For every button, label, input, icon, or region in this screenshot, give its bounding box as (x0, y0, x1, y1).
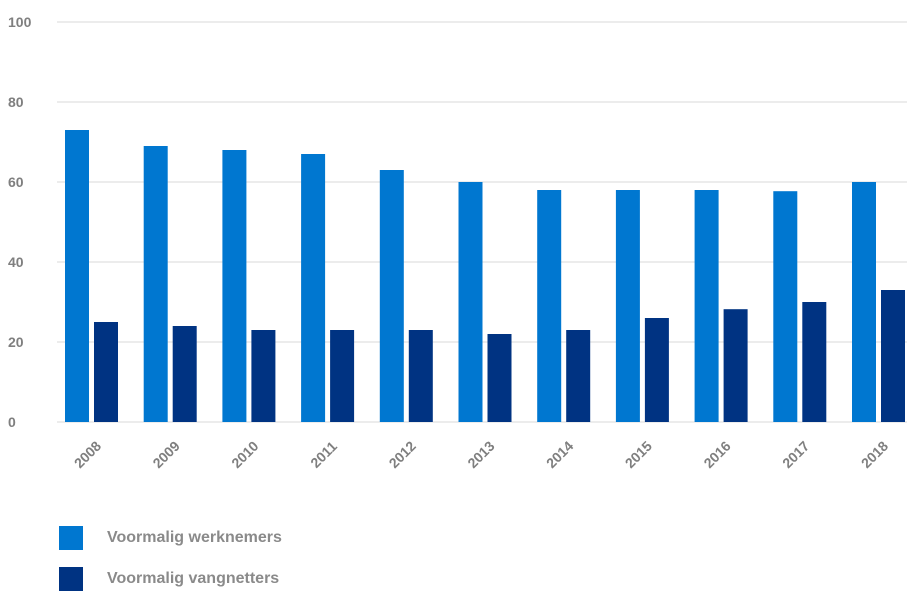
bar-series-0-2015 (615, 190, 640, 422)
bar-series-1-2008 (94, 322, 118, 422)
x-tick-label-2012: 2012 (386, 438, 419, 471)
y-tick-label: 80 (8, 94, 24, 110)
bars (65, 130, 905, 422)
bar-series-1-2014 (566, 330, 591, 422)
y-tick-label: 60 (8, 174, 24, 190)
bar-series-0-2012 (379, 170, 404, 422)
bar-series-0-2011 (301, 154, 326, 422)
bar-series-1-2018 (881, 290, 905, 422)
bar-chart: 0 20 40 60 80 100 2008 2009 2010 2011 2012 2013 201… (8, 14, 907, 471)
bar-series-1-2011 (330, 330, 355, 422)
bar-series-0-2016 (694, 190, 719, 422)
bar-series-1-2010 (251, 330, 276, 422)
bar-series-1-2017 (802, 302, 827, 422)
bar-series-1-2009 (172, 326, 197, 422)
bar-series-0-2013 (458, 182, 483, 422)
bar-series-1-2015 (644, 318, 669, 422)
legend-swatch-series-1 (59, 567, 83, 591)
y-tick-label: 20 (8, 334, 24, 350)
legend: Voormalig werknemers Voormalig vangnette… (59, 524, 282, 606)
x-tick-label-2013: 2013 (464, 438, 497, 471)
x-tick-label-2010: 2010 (228, 438, 261, 471)
legend-label-series-0: Voormalig werknemers (107, 529, 282, 546)
bar-series-0-2018 (852, 182, 876, 422)
bar-series-0-2017 (773, 191, 798, 422)
x-tick-label-2016: 2016 (700, 438, 733, 471)
bar-series-1-2016 (723, 309, 748, 422)
x-tick-label-2014: 2014 (543, 438, 576, 471)
y-tick-label: 100 (8, 14, 32, 30)
bar-series-0-2008 (65, 130, 89, 422)
x-tick-label-2015: 2015 (622, 438, 655, 471)
x-tick-label-2009: 2009 (149, 438, 182, 471)
y-axis-tick-labels: 0 20 40 60 80 100 (8, 14, 32, 430)
x-tick-label-2017: 2017 (779, 438, 812, 471)
bar-series-1-2012 (408, 330, 433, 422)
x-tick-label-2008: 2008 (71, 438, 104, 471)
legend-label-series-1: Voormalig vangnetters (107, 570, 280, 587)
x-axis-tick-labels: 2008 2009 2010 2011 2012 2013 2014 2015 2016 2017… (71, 438, 891, 471)
x-tick-label-2018: 2018 (858, 438, 891, 471)
bar-series-0-2009 (143, 146, 168, 422)
legend-item-series-0: Voormalig werknemers (59, 524, 282, 552)
bar-series-1-2013 (487, 334, 512, 422)
bar-series-0-2014 (537, 190, 562, 422)
y-tick-label: 0 (8, 414, 16, 430)
legend-swatch-series-0 (59, 526, 83, 550)
y-tick-label: 40 (8, 254, 24, 270)
x-tick-label-2011: 2011 (307, 438, 340, 471)
legend-item-series-1: Voormalig vangnetters (59, 565, 282, 593)
bar-series-0-2010 (222, 150, 247, 422)
